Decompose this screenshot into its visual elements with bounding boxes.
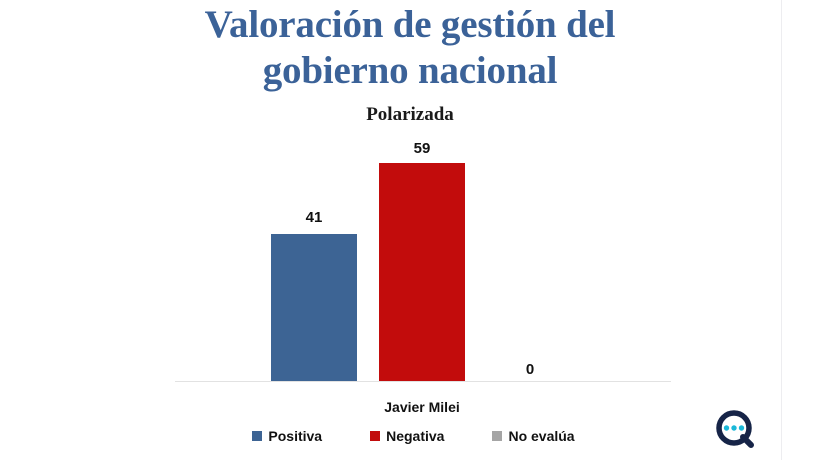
legend-label-positiva: Positiva <box>268 428 323 444</box>
q-magnifier-logo-icon <box>711 406 761 456</box>
data-label-no-evalua: 0 <box>525 361 535 378</box>
legend-item-positiva[interactable]: Positiva <box>252 428 322 444</box>
chart-legend: Positiva Negativa No evalúa <box>0 428 819 444</box>
x-axis-line <box>175 381 671 382</box>
bar-positiva <box>271 234 357 381</box>
legend-swatch-no-evalua-icon <box>492 431 503 441</box>
legend-swatch-positiva-icon <box>252 431 263 441</box>
legend-label-negativa: Negativa <box>386 428 445 444</box>
data-label-negativa: 59 <box>413 140 431 157</box>
data-label-positiva: 41 <box>305 209 323 226</box>
legend-label-no-evalua: No evalúa <box>508 428 575 444</box>
chart-title: Valoración de gestión del gobierno nacio… <box>110 2 710 94</box>
bar-negativa <box>379 163 465 381</box>
chart-title-line-2: gobierno nacional <box>262 49 558 92</box>
chart-subtitle: Polarizada <box>366 104 454 125</box>
slide-right-edge-rule <box>781 0 782 460</box>
legend-item-negativa[interactable]: Negativa <box>370 428 444 444</box>
chart-title-line-1: Valoración de gestión del <box>204 3 616 46</box>
category-label-javier-milei: Javier Milei <box>384 399 460 415</box>
legend-swatch-negativa-icon <box>370 431 381 441</box>
legend-item-no-evalua[interactable]: No evalúa <box>492 428 575 444</box>
